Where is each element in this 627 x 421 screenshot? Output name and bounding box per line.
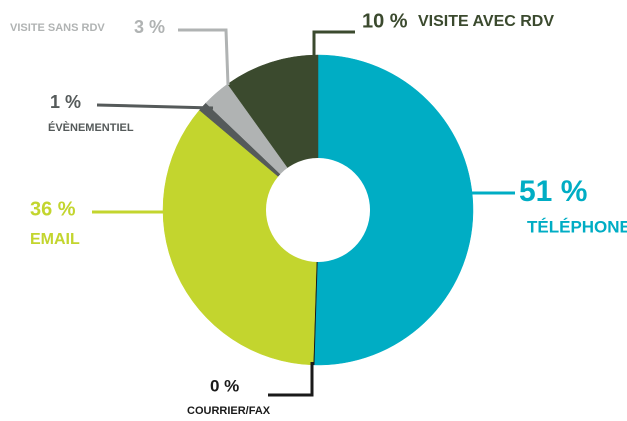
value-label: 3 %	[134, 17, 165, 37]
donut-hole	[266, 158, 370, 262]
category-label: VISITE SANS RDV	[10, 22, 105, 34]
leader-line	[268, 362, 314, 397]
value-label: 10 %	[362, 10, 408, 32]
value-label: 1 %	[50, 92, 81, 112]
leader-line	[96, 103, 214, 110]
category-label: VISITE AVEC RDV	[418, 13, 554, 30]
leader-line	[178, 28, 230, 86]
value-label: 51 %	[519, 175, 587, 208]
category-label: COURRIER/FAX	[187, 405, 271, 417]
category-label: TÉLÉPHONE	[527, 217, 627, 236]
leader-line	[312, 30, 355, 62]
value-label: 36 %	[30, 198, 76, 220]
category-label: ÉVÈNEMENTIEL	[48, 121, 134, 134]
category-label: EMAIL	[30, 231, 80, 248]
value-label: 0 %	[210, 376, 239, 395]
